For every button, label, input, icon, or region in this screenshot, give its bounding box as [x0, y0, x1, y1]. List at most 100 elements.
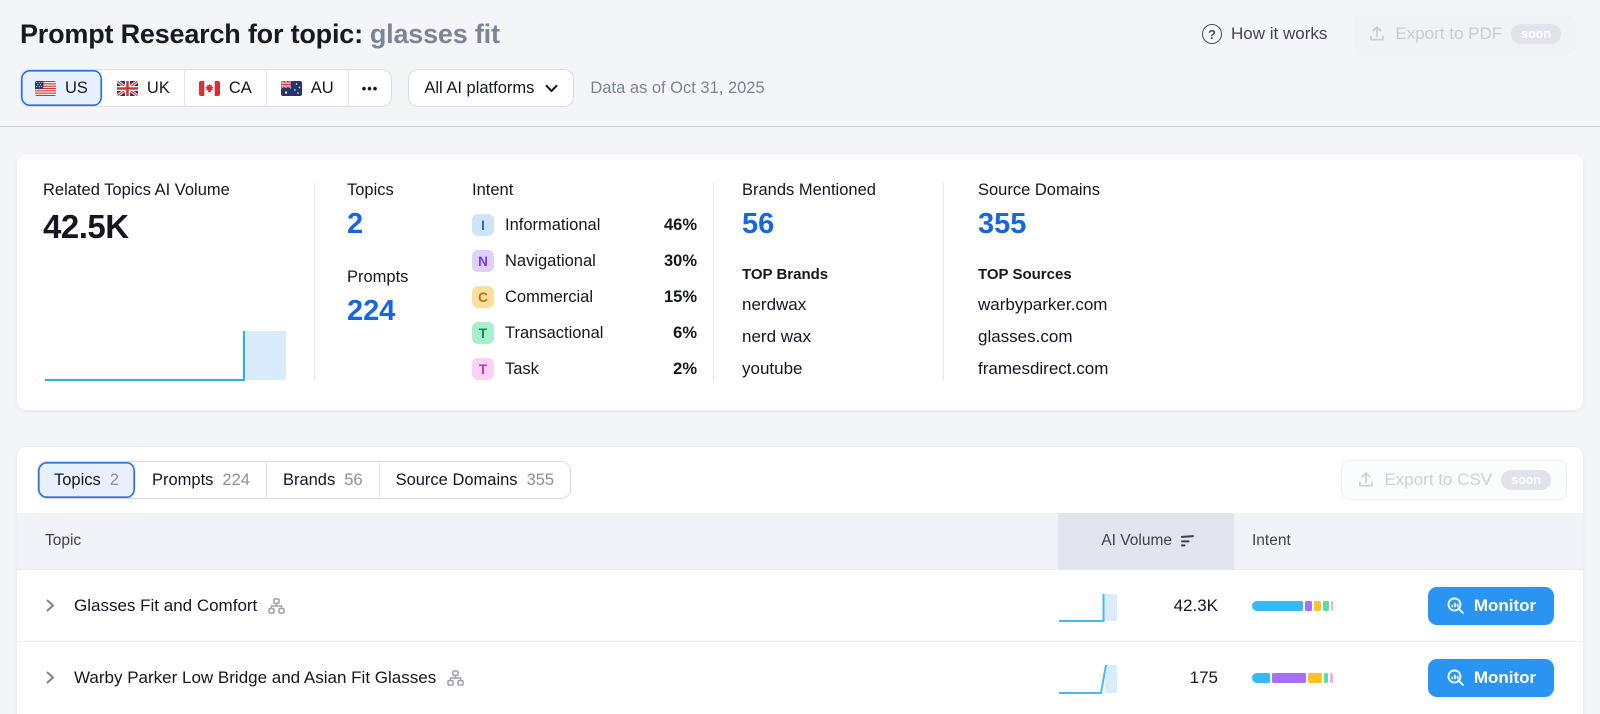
question-circle-icon: ?: [1202, 24, 1223, 44]
results-card: Topics 2 Prompts 224 Brands 56 Source Domai…: [16, 446, 1584, 714]
topic-trend-sparkline: [1059, 664, 1117, 694]
top-brand-item: youtube: [742, 359, 803, 378]
region-tab-au[interactable]: AU: [267, 70, 349, 106]
topics-label: Topics: [347, 181, 394, 199]
tab-source-domains[interactable]: Source Domains 355: [380, 462, 571, 498]
monitor-magnifier-icon: [1447, 669, 1464, 686]
sort-descending-icon: [1181, 535, 1194, 547]
data-as-of: Data as of Oct 31, 2025: [590, 78, 765, 97]
intent-legend-item: T Task 2%: [472, 358, 697, 380]
region-tab-us[interactable]: US: [21, 70, 103, 106]
top-source-item: warbyparker.com: [978, 295, 1108, 314]
intent-item-label: Commercial: [505, 287, 594, 306]
region-tab-uk[interactable]: UK: [103, 70, 185, 106]
region-code: UK: [146, 78, 170, 97]
divider: [943, 183, 944, 380]
prompts-value: 224: [347, 295, 396, 327]
intent-block: Intent I Informational 46% N Navigationa…: [472, 181, 713, 382]
prompts-label: Prompts: [347, 268, 409, 286]
topic-trend-sparkline: [1059, 593, 1117, 622]
intent-distribution-bar: [1252, 600, 1334, 611]
source-domains-block: Source Domains 355 TOP Sources warbypark…: [944, 181, 1583, 382]
intent-item-pct: 30%: [663, 251, 697, 270]
topics-prompts-block: Topics 2 Prompts 224: [347, 181, 472, 382]
us-flag-icon: [35, 80, 56, 96]
intent-item-label: Task: [505, 359, 539, 378]
monitor-button[interactable]: Monitor: [1427, 658, 1555, 697]
commercial-intent-icon: C: [472, 286, 494, 308]
intent-item-label: Transactional: [505, 323, 604, 342]
export-icon: [1370, 26, 1385, 41]
region-tab-ca[interactable]: CA: [185, 70, 267, 106]
ai-platform-dropdown-value: All AI platforms: [424, 78, 535, 97]
navigational-intent-icon: N: [472, 250, 494, 272]
related-topics-ai-volume: Related Topics AI Volume 42.5K: [17, 181, 314, 382]
column-header-actions: [1399, 513, 1583, 569]
ai-volume-sparkline: [45, 331, 286, 381]
au-flag-icon: [280, 80, 302, 96]
export-icon: [1359, 472, 1374, 487]
brands-mentioned-label: Brands Mentioned: [742, 181, 876, 199]
ai-volume-value: 42.3K: [1173, 595, 1218, 615]
export-pdf-button[interactable]: Export to PDF soon: [1353, 14, 1576, 54]
region-code: AU: [310, 78, 334, 97]
tab-brands[interactable]: Brands 56: [267, 462, 380, 498]
how-it-works-link[interactable]: ? How it works: [1202, 24, 1327, 44]
chevron-down-icon: [545, 84, 558, 92]
brands-mentioned-value: 56: [742, 208, 775, 240]
top-brand-item: nerd wax: [742, 327, 811, 346]
top-source-item: glasses.com: [978, 327, 1073, 346]
monitor-button[interactable]: Monitor: [1427, 586, 1555, 625]
monitor-magnifier-icon: [1447, 597, 1464, 614]
more-regions-button[interactable]: •••: [349, 70, 392, 106]
tab-label: Prompts: [151, 470, 214, 489]
intent-legend-item: C Commercial 15%: [472, 286, 697, 308]
monitor-button-label: Monitor: [1473, 667, 1537, 687]
intent-distribution-bar: [1252, 672, 1333, 683]
topic-name[interactable]: Glasses Fit and Comfort: [74, 595, 258, 615]
region-code: US: [65, 78, 88, 97]
export-csv-button[interactable]: Export to CSV soon: [1341, 460, 1567, 500]
export-csv-label: Export to CSV: [1384, 470, 1493, 489]
tab-count: 355: [526, 470, 555, 489]
summary-card: Related Topics AI Volume 42.5K Topics 2 …: [16, 153, 1584, 411]
transactional-intent-icon: T: [472, 322, 494, 344]
page-title-topic: glasses fit: [369, 18, 500, 49]
tab-topics[interactable]: Topics 2: [38, 462, 136, 498]
export-pdf-label: Export to PDF: [1395, 24, 1503, 43]
tab-count: 224: [222, 470, 250, 489]
ai-platform-dropdown[interactable]: All AI platforms: [408, 69, 575, 107]
top-brands-label: TOP Brands: [742, 266, 829, 283]
column-header-topic: Topic: [45, 532, 82, 549]
topic-name[interactable]: Warby Parker Low Bridge and Asian Fit Gl…: [74, 667, 437, 687]
expand-row-chevron-icon[interactable]: [43, 598, 57, 613]
column-header-intent: Intent: [1252, 532, 1291, 549]
page-title-prefix: Prompt Research for topic:: [20, 18, 363, 49]
region-code: CA: [228, 78, 252, 97]
table-header: Topic AI Volume Intent: [17, 513, 1583, 569]
header: Prompt Research for topic: glasses fit ? …: [0, 0, 1600, 126]
page-title: Prompt Research for topic: glasses fit: [20, 19, 500, 50]
brands-mentioned-block: Brands Mentioned 56 TOP Brands nerdwax n…: [714, 181, 943, 382]
header-divider: [0, 126, 1600, 127]
source-domains-value: 355: [978, 208, 1027, 240]
table-row: Warby Parker Low Bridge and Asian Fit Gl…: [17, 641, 1583, 713]
expand-row-chevron-icon[interactable]: [43, 670, 57, 685]
intent-item-pct: 6%: [673, 323, 697, 342]
tab-label: Brands: [282, 470, 336, 489]
intent-item-label: Informational: [505, 215, 601, 234]
topics-value: 2: [347, 208, 364, 240]
tab-count: 56: [344, 470, 363, 489]
column-header-ai-volume[interactable]: AI Volume: [1058, 513, 1234, 569]
tab-prompts[interactable]: Prompts 224: [136, 462, 267, 498]
tab-label: Topics: [54, 470, 101, 489]
intent-legend-item: I Informational 46%: [472, 214, 697, 236]
soon-badge: soon: [1511, 24, 1561, 44]
intent-legend-item: N Navigational 30%: [472, 250, 697, 272]
monitor-button-label: Monitor: [1473, 595, 1537, 615]
intent-item-pct: 2%: [673, 359, 697, 378]
how-it-works-label: How it works: [1231, 24, 1328, 43]
uk-flag-icon: [116, 80, 138, 96]
table-row: Glasses Fit and Comfort 42.3K Monitor: [17, 569, 1583, 641]
intent-item-pct: 46%: [663, 215, 697, 234]
